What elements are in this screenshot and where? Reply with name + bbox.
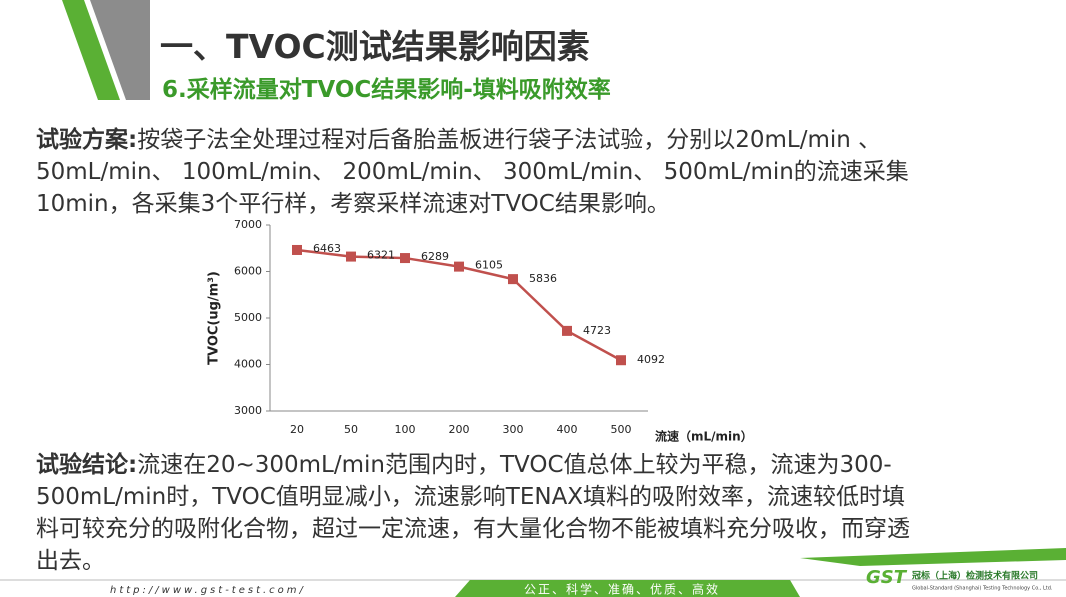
text: 50mL/min、 100mL/min、 200mL/min、 300mL/mi… <box>36 159 909 185</box>
text-line: 500mL/min时，TVOC值明显减小，流速影响TENAX填料的吸附效率，流速… <box>36 481 910 513</box>
decor-green <box>62 0 120 100</box>
text-line: 10min，各采集3个平行样，考察采样流速对TVOC结果影响。 <box>36 188 909 220</box>
x-axis-label: 流速（mL/min） <box>655 429 753 444</box>
text: 出去。 <box>36 548 105 574</box>
marker <box>508 274 518 285</box>
text-line: 试验方案:按袋子法全处理过程对后备胎盖板进行袋子法试验，分别以20mL/min … <box>36 124 909 156</box>
footer-band <box>455 580 800 597</box>
data-label: 6463 <box>313 242 341 255</box>
data-label: 6321 <box>367 249 395 262</box>
y-tick-label: 5000 <box>234 311 262 324</box>
x-tick-label: 100 <box>395 423 416 436</box>
x-tick-label: 50 <box>344 423 358 436</box>
footer-logo: GST <box>866 567 908 588</box>
marker <box>616 355 626 366</box>
x-tick-label: 20 <box>290 423 304 436</box>
text: 500mL/min时，TVOC值明显减小，流速影响TENAX填料的吸附效率，流速… <box>36 484 906 510</box>
text-line: 试验结论:流速在20~300mL/min范围内时，TVOC值总体上较为平稳，流速… <box>36 449 910 481</box>
marker <box>454 261 464 272</box>
title: 一、TVOC测试结果影响因素 <box>160 27 590 66</box>
label: 试验方案: <box>36 127 138 153</box>
data-label: 4723 <box>583 324 611 337</box>
text: 流速在20~300mL/min范围内时，TVOC值总体上较为平稳，流速为300- <box>137 452 892 478</box>
text-line: 50mL/min、 100mL/min、 200mL/min、 300mL/mi… <box>36 156 909 188</box>
footer-motto: 公正、科学、准确、优质、高效 <box>524 582 720 597</box>
label: 试验结论: <box>36 452 138 478</box>
y-tick-label: 7000 <box>234 218 262 231</box>
y-tick-label: 4000 <box>234 358 262 371</box>
y-axis-label: TVOC(ug/m³) <box>207 271 222 365</box>
x-tick-label: 200 <box>449 423 470 436</box>
x-tick-label: 400 <box>557 423 578 436</box>
data-label: 5836 <box>529 272 557 285</box>
text: 10min，各采集3个平行样，考察采样流速对TVOC结果影响。 <box>36 191 670 217</box>
decor-gray <box>90 0 150 100</box>
text-line: 出去。 <box>36 545 910 577</box>
x-tick-label: 500 <box>611 423 632 436</box>
footer-swoosh <box>800 548 1066 566</box>
footer-company: 冠标（上海）检测技术有限公司 <box>912 570 1038 582</box>
subtitle: 6.采样流量对TVOC结果影响-填料吸附效率 <box>162 77 611 103</box>
plan-paragraph: 试验方案:按袋子法全处理过程对后备胎盖板进行袋子法试验，分别以20mL/min … <box>36 124 909 220</box>
conclusion-paragraph: 试验结论:流速在20~300mL/min范围内时，TVOC值总体上较为平稳，流速… <box>36 449 910 577</box>
y-tick-label: 6000 <box>234 265 262 278</box>
text: 料可较充分的吸附化合物，超过一定流速，有大量化合物不能被填料充分吸收，而穿透 <box>36 516 910 542</box>
marker <box>292 244 302 255</box>
text-line: 料可较充分的吸附化合物，超过一定流速，有大量化合物不能被填料充分吸收，而穿透 <box>36 513 910 545</box>
footer-url: http://www.gst-test.com/ <box>110 585 306 596</box>
footer-company-en: Global-Standard (Shanghai) Testing Techn… <box>912 586 1053 592</box>
marker <box>562 325 572 336</box>
x-tick-label: 300 <box>503 423 524 436</box>
y-tick-label: 3000 <box>234 404 262 417</box>
text: 按袋子法全处理过程对后备胎盖板进行袋子法试验，分别以20mL/min 、 <box>137 127 882 153</box>
data-label: 6289 <box>421 250 449 263</box>
data-label: 4092 <box>637 353 665 366</box>
marker <box>346 251 356 262</box>
data-label: 6105 <box>475 259 503 272</box>
marker <box>400 253 410 264</box>
